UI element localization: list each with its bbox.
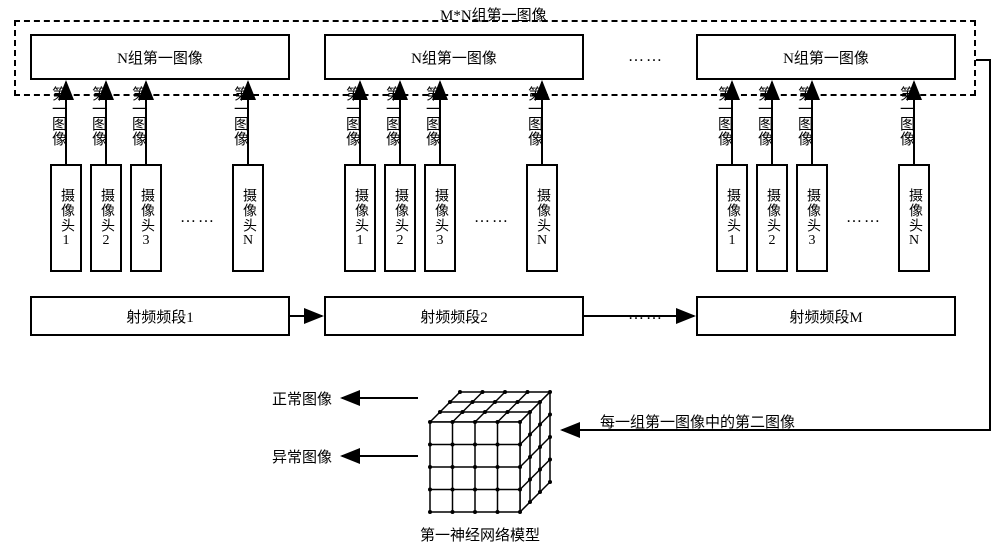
normal-image-label: 正常图像 bbox=[272, 388, 332, 409]
rf-box-2: 射频频段2 bbox=[324, 296, 584, 336]
camera-label: 摄像头 bbox=[532, 188, 552, 233]
camera-ellipsis: …… bbox=[474, 209, 510, 227]
first-image-arrow-label: 第一图像 bbox=[382, 86, 403, 146]
camera-label: 摄像头 bbox=[430, 188, 450, 233]
camera-label: 摄像头 bbox=[722, 188, 742, 233]
camera-label: 摄像头 bbox=[238, 188, 258, 233]
rf-box-2-label: 射频频段2 bbox=[420, 306, 488, 327]
model-label: 第一神经网络模型 bbox=[420, 524, 540, 545]
first-image-arrow-label: 第一图像 bbox=[342, 86, 363, 146]
camera-label: 摄像头 bbox=[96, 188, 116, 233]
group-box-1: N组第一图像 bbox=[30, 34, 290, 80]
first-image-arrow-label: 第一图像 bbox=[422, 86, 443, 146]
camera-box: 摄像头N bbox=[232, 164, 264, 272]
camera-box: 摄像头3 bbox=[130, 164, 162, 272]
camera-label: 摄像头 bbox=[56, 188, 76, 233]
second-image-label: 每一组第一图像中的第二图像 bbox=[600, 411, 795, 432]
camera-label: 摄像头 bbox=[904, 188, 924, 233]
first-image-arrow-label: 第一图像 bbox=[794, 86, 815, 146]
camera-ellipsis: …… bbox=[180, 209, 216, 227]
rf-box-1: 射频频段1 bbox=[30, 296, 290, 336]
rf-box-m-label: 射频频段M bbox=[789, 306, 862, 327]
group-ellipsis: …… bbox=[628, 48, 664, 66]
camera-box: 摄像头2 bbox=[384, 164, 416, 272]
camera-box: 摄像头2 bbox=[756, 164, 788, 272]
first-image-arrow-label: 第一图像 bbox=[754, 86, 775, 146]
first-image-arrow-label: 第一图像 bbox=[524, 86, 545, 146]
camera-label: 摄像头 bbox=[136, 188, 156, 233]
rf-ellipsis: …… bbox=[628, 306, 664, 324]
rf-box-1-label: 射频频段1 bbox=[126, 306, 194, 327]
camera-label: 摄像头 bbox=[350, 188, 370, 233]
first-image-arrow-label: 第一图像 bbox=[896, 86, 917, 146]
first-image-arrow-label: 第一图像 bbox=[714, 86, 735, 146]
camera-label: 摄像头 bbox=[802, 188, 822, 233]
camera-box: 摄像头3 bbox=[796, 164, 828, 272]
camera-ellipsis: …… bbox=[846, 209, 882, 227]
neural-network-cube-icon bbox=[420, 382, 560, 527]
camera-box: 摄像头1 bbox=[716, 164, 748, 272]
group-box-m: N组第一图像 bbox=[696, 34, 956, 80]
group-box-2-label: N组第一图像 bbox=[411, 47, 497, 68]
camera-box: 摄像头N bbox=[898, 164, 930, 272]
camera-box: 摄像头2 bbox=[90, 164, 122, 272]
first-image-arrow-label: 第一图像 bbox=[128, 86, 149, 146]
rf-box-m: 射频频段M bbox=[696, 296, 956, 336]
first-image-arrow-label: 第一图像 bbox=[48, 86, 69, 146]
group-box-m-label: N组第一图像 bbox=[783, 47, 869, 68]
abnormal-image-label: 异常图像 bbox=[272, 446, 332, 467]
camera-box: 摄像头1 bbox=[50, 164, 82, 272]
camera-box: 摄像头3 bbox=[424, 164, 456, 272]
first-image-arrow-label: 第一图像 bbox=[88, 86, 109, 146]
camera-box: 摄像头N bbox=[526, 164, 558, 272]
camera-label: 摄像头 bbox=[762, 188, 782, 233]
camera-label: 摄像头 bbox=[390, 188, 410, 233]
camera-box: 摄像头1 bbox=[344, 164, 376, 272]
group-box-2: N组第一图像 bbox=[324, 34, 584, 80]
group-box-1-label: N组第一图像 bbox=[117, 47, 203, 68]
first-image-arrow-label: 第一图像 bbox=[230, 86, 251, 146]
